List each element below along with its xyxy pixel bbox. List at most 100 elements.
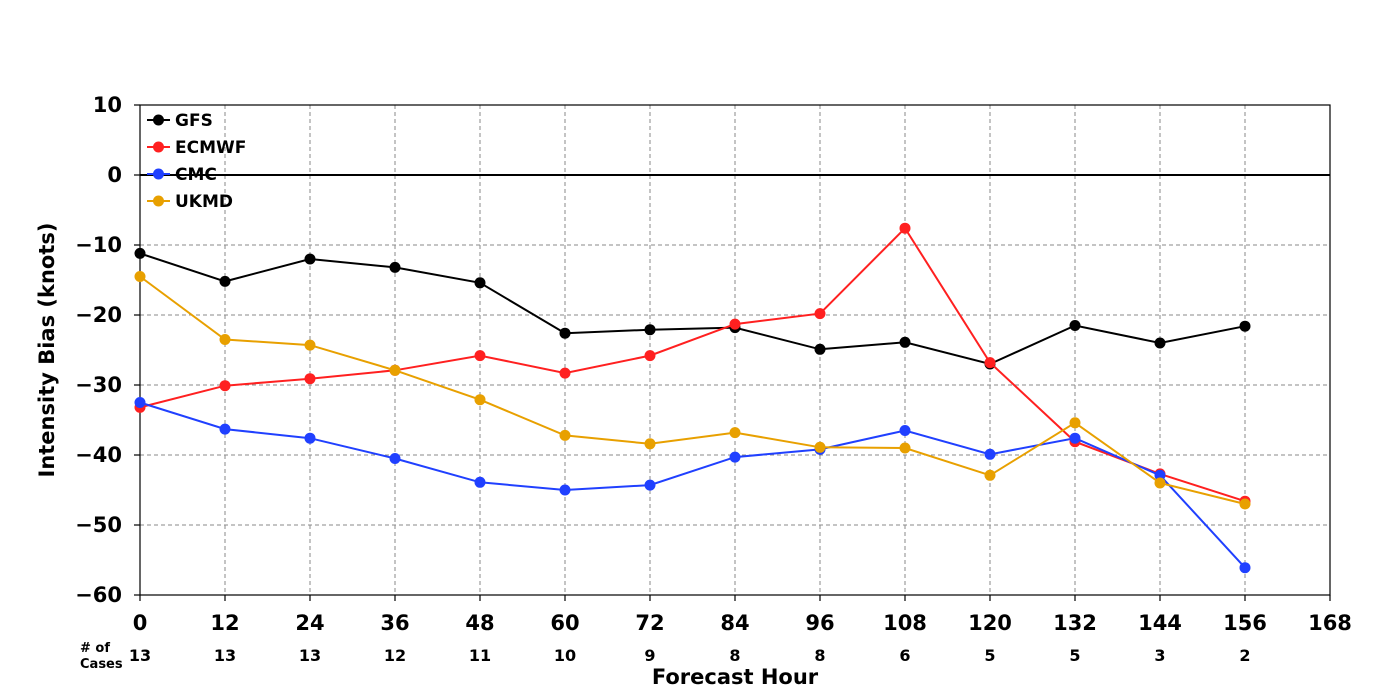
case-count-label: 5 — [1069, 646, 1080, 665]
data-point-ecmwf — [559, 367, 571, 379]
data-point-gfs — [304, 253, 316, 265]
series-ecmwf — [134, 222, 1251, 507]
data-point-ecmwf — [729, 318, 741, 330]
legend-item-ecmwf: ECMWF — [147, 138, 246, 158]
data-point-ukmd — [984, 469, 996, 481]
y-tick-label: −60 — [75, 583, 122, 607]
y-axis-ticks: 10 0 −10 −20 −30 −40 −50 −60 — [75, 93, 140, 607]
cases-row: # of Cases 13 13 13 12 11 10 9 8 8 6 5 5 3 2 — [80, 641, 1251, 672]
data-point-ecmwf — [474, 350, 486, 362]
data-point-gfs — [389, 261, 401, 273]
data-point-gfs — [814, 343, 826, 355]
y-tick-label: 0 — [107, 163, 122, 187]
legend-swatch-marker — [153, 114, 164, 126]
case-count-label: 2 — [1239, 646, 1250, 665]
x-tick-label: 0 — [133, 611, 148, 635]
y-tick-label: −10 — [75, 233, 122, 257]
y-axis-title: Intensity Bias (knots) — [35, 223, 59, 478]
y-tick-label: −20 — [75, 303, 122, 327]
x-tick-label: 36 — [380, 611, 409, 635]
legend-swatch-marker — [153, 168, 164, 180]
legend-swatch-marker — [153, 141, 164, 153]
x-tick-label: 132 — [1053, 611, 1097, 635]
data-point-ukmd — [644, 438, 656, 450]
legend-label: ECMWF — [175, 138, 246, 158]
data-point-ukmd — [899, 442, 911, 454]
case-count-label: 3 — [1154, 646, 1165, 665]
data-point-ecmwf — [814, 308, 826, 320]
data-point-ukmd — [474, 394, 486, 406]
data-point-ukmd — [304, 339, 316, 351]
series-ukmd — [134, 271, 1251, 510]
data-point-ecmwf — [899, 222, 911, 234]
data-point-ukmd — [1239, 498, 1251, 510]
x-tick-label: 12 — [210, 611, 239, 635]
series-cmc — [134, 397, 1251, 574]
case-count-label: 13 — [214, 646, 236, 665]
x-tick-label: 72 — [635, 611, 664, 635]
data-point-cmc — [134, 397, 146, 408]
data-point-gfs — [899, 336, 911, 348]
data-point-gfs — [644, 324, 656, 336]
legend-item-cmc: CMC — [147, 165, 217, 185]
series-gfs — [134, 247, 1251, 370]
data-point-cmc — [389, 453, 401, 464]
data-point-gfs — [134, 247, 146, 259]
series-line-ukmd — [139, 275, 1246, 505]
data-point-cmc — [219, 423, 231, 435]
case-count-label: 6 — [899, 646, 910, 665]
grid-lines — [140, 105, 1330, 595]
x-tick-label: 156 — [1223, 611, 1267, 635]
data-point-gfs — [1069, 320, 1081, 331]
x-tick-label: 60 — [550, 611, 579, 635]
legend: GFS ECMWF CMC UKMD — [147, 111, 246, 212]
case-count-label: 9 — [644, 646, 655, 665]
data-point-cmc — [1239, 562, 1251, 574]
case-count-label: 5 — [984, 646, 995, 665]
y-tick-label: −30 — [75, 373, 122, 397]
data-point-cmc — [1069, 432, 1081, 444]
case-count-label: 11 — [469, 646, 491, 665]
legend-item-gfs: GFS — [147, 111, 213, 131]
data-point-gfs — [1154, 337, 1166, 349]
data-point-ecmwf — [304, 373, 316, 385]
data-point-ukmd — [1069, 417, 1081, 429]
series-line-ecmwf — [139, 226, 1246, 503]
y-tick-label: −50 — [75, 513, 122, 537]
data-point-cmc — [984, 448, 996, 460]
data-point-ukmd — [814, 441, 826, 453]
legend-label: UKMD — [175, 192, 233, 212]
cases-header-line2: Cases — [80, 657, 123, 672]
data-point-ukmd — [134, 271, 146, 282]
data-point-gfs — [219, 275, 231, 287]
case-count-label: 13 — [299, 646, 321, 665]
data-point-cmc — [304, 432, 316, 444]
data-point-gfs — [559, 327, 571, 339]
cases-header-line1: # of — [80, 641, 110, 656]
data-point-ukmd — [1154, 477, 1166, 489]
case-count-label: 12 — [384, 646, 406, 665]
data-point-cmc — [1154, 469, 1166, 481]
data-point-ukmd — [559, 429, 571, 441]
data-point-cmc — [899, 425, 911, 436]
case-count-label: 8 — [814, 646, 825, 665]
data-point-ukmd — [389, 364, 401, 376]
data-point-gfs — [1239, 320, 1251, 332]
data-point-cmc — [729, 451, 741, 463]
data-point-cmc — [474, 476, 486, 488]
data-point-ecmwf — [219, 380, 231, 392]
x-tick-label: 48 — [465, 611, 494, 635]
series-layer — [134, 222, 1251, 574]
data-point-ukmd — [729, 427, 741, 439]
legend-item-ukmd: UKMD — [147, 192, 233, 212]
data-point-gfs — [474, 277, 486, 289]
x-axis-title: Forecast Hour — [652, 665, 819, 689]
y-tick-label: 10 — [93, 93, 122, 117]
y-tick-label: −40 — [75, 443, 122, 467]
legend-swatch-marker — [153, 195, 164, 207]
x-tick-label: 84 — [720, 611, 749, 635]
data-point-ukmd — [219, 334, 231, 345]
data-point-ecmwf — [644, 350, 656, 362]
case-count-label: 10 — [554, 646, 576, 665]
